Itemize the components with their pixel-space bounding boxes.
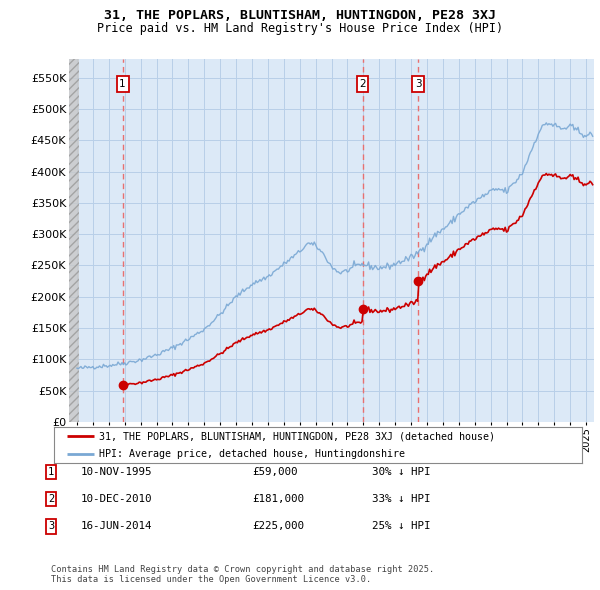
Text: HPI: Average price, detached house, Huntingdonshire: HPI: Average price, detached house, Hunt… [99, 449, 405, 459]
Text: 10-NOV-1995: 10-NOV-1995 [81, 467, 152, 477]
Text: 10-DEC-2010: 10-DEC-2010 [81, 494, 152, 504]
Bar [69, 47, 79, 422]
Text: 33% ↓ HPI: 33% ↓ HPI [372, 494, 431, 504]
Text: 3: 3 [48, 522, 54, 531]
Text: 1: 1 [48, 467, 54, 477]
Text: £59,000: £59,000 [252, 467, 298, 477]
Text: £225,000: £225,000 [252, 522, 304, 531]
Text: £181,000: £181,000 [252, 494, 304, 504]
Text: 30% ↓ HPI: 30% ↓ HPI [372, 467, 431, 477]
Text: 16-JUN-2014: 16-JUN-2014 [81, 522, 152, 531]
Text: 31, THE POPLARS, BLUNTISHAM, HUNTINGDON, PE28 3XJ: 31, THE POPLARS, BLUNTISHAM, HUNTINGDON,… [104, 9, 496, 22]
Text: 31, THE POPLARS, BLUNTISHAM, HUNTINGDON, PE28 3XJ (detached house): 31, THE POPLARS, BLUNTISHAM, HUNTINGDON,… [99, 431, 495, 441]
Text: 25% ↓ HPI: 25% ↓ HPI [372, 522, 431, 531]
Text: 3: 3 [415, 79, 422, 89]
Text: Price paid vs. HM Land Registry's House Price Index (HPI): Price paid vs. HM Land Registry's House … [97, 22, 503, 35]
Text: Contains HM Land Registry data © Crown copyright and database right 2025.
This d: Contains HM Land Registry data © Crown c… [51, 565, 434, 584]
Text: 2: 2 [359, 79, 366, 89]
Text: 2: 2 [48, 494, 54, 504]
Text: 1: 1 [119, 79, 126, 89]
